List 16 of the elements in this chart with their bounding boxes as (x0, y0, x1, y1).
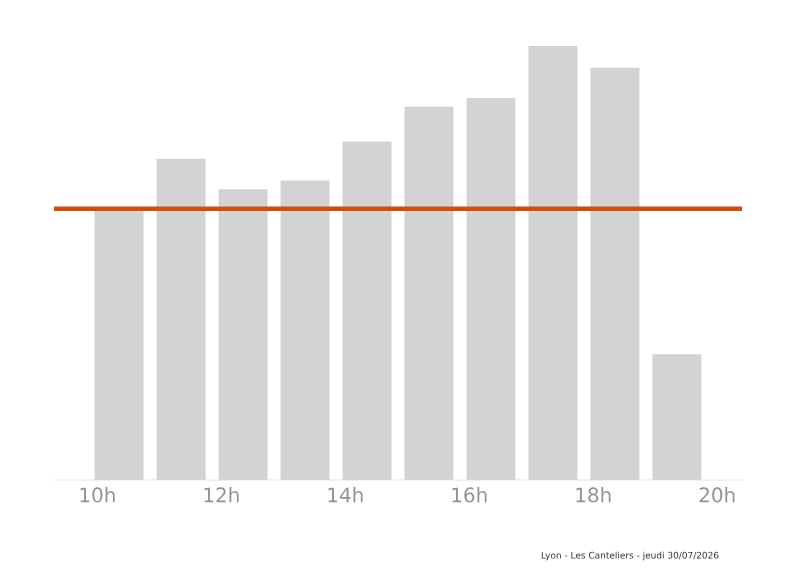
x-tick-label: 10h (80, 487, 115, 503)
bar (280, 180, 330, 480)
bar (156, 158, 206, 480)
bar (342, 141, 392, 480)
x-tick-label: 14h (328, 487, 363, 503)
bar (404, 106, 454, 480)
x-tick-label: 12h (204, 487, 239, 503)
bar (590, 67, 640, 480)
x-tick-label: 16h (452, 487, 487, 503)
x-tick-label: 18h (576, 487, 611, 503)
x-tick-label: 20h (699, 487, 735, 503)
bar (218, 189, 268, 480)
bar (94, 210, 144, 480)
bar (652, 354, 702, 480)
bar (466, 98, 516, 480)
bar (528, 45, 578, 480)
